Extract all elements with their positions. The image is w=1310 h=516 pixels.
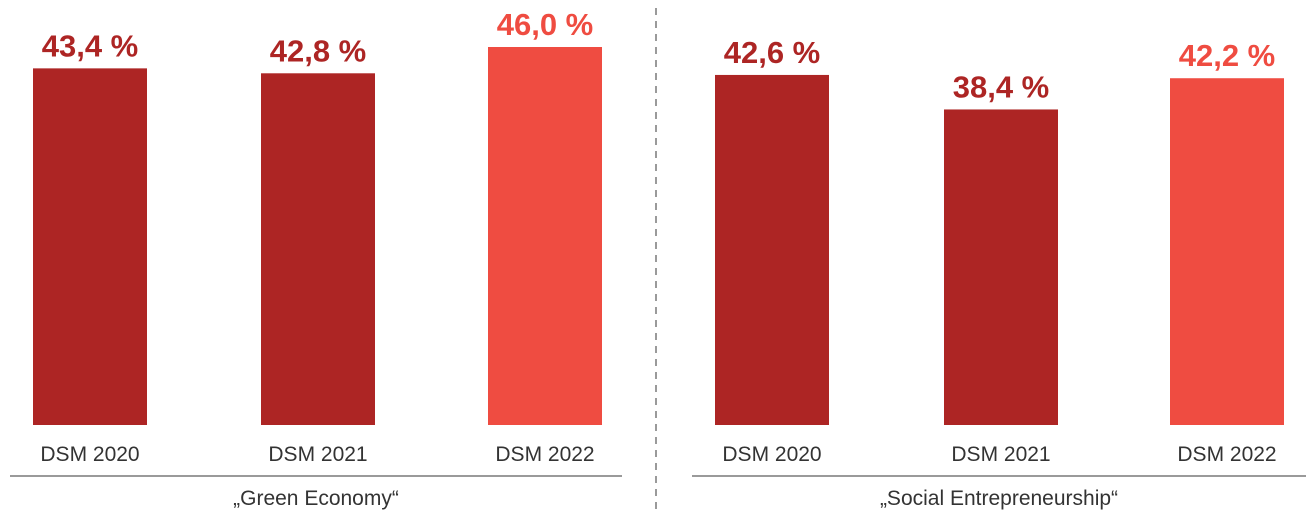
category-label: DSM 2021 bbox=[268, 443, 367, 466]
bar bbox=[261, 73, 375, 425]
group-label: „Green Economy“ bbox=[233, 487, 399, 510]
category-label: DSM 2021 bbox=[951, 443, 1050, 466]
category-label: DSM 2020 bbox=[722, 443, 821, 466]
value-label: 43,4 % bbox=[42, 28, 139, 63]
value-label: 42,2 % bbox=[1179, 38, 1276, 73]
value-label: 38,4 % bbox=[953, 69, 1050, 104]
value-label: 46,0 % bbox=[497, 7, 594, 42]
bar bbox=[944, 109, 1058, 425]
group-label: „Social Entrepreneurship“ bbox=[880, 487, 1118, 510]
value-label: 42,8 % bbox=[270, 33, 367, 68]
value-label: 42,6 % bbox=[724, 35, 821, 70]
category-label: DSM 2022 bbox=[495, 443, 594, 466]
category-label: DSM 2022 bbox=[1177, 443, 1276, 466]
bar bbox=[488, 47, 602, 425]
bar bbox=[1170, 78, 1284, 426]
category-label: DSM 2020 bbox=[40, 443, 139, 466]
bar bbox=[715, 74, 829, 425]
bar bbox=[33, 68, 147, 425]
